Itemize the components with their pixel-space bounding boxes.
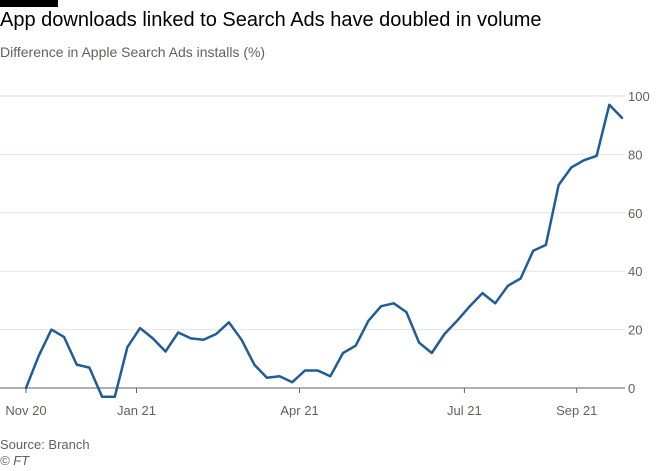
data-point: [317, 369, 319, 371]
data-point: [101, 396, 103, 398]
data-point: [342, 352, 344, 354]
chart-subtitle: Difference in Apple Search Ads installs …: [0, 44, 266, 60]
data-point: [215, 333, 217, 335]
x-tick-label: Nov 20: [5, 403, 46, 418]
data-point: [519, 277, 521, 279]
x-tick-label: Jul 21: [447, 403, 482, 418]
data-point: [418, 342, 420, 344]
data-point: [126, 346, 128, 348]
data-point: [63, 336, 65, 338]
data-point: [25, 387, 27, 389]
data-point: [570, 166, 572, 168]
data-point: [507, 285, 509, 287]
x-tick-label: Sep 21: [556, 403, 597, 418]
data-point: [50, 328, 52, 330]
y-tick-label: 80: [628, 147, 642, 162]
data-point: [431, 352, 433, 354]
data-point: [583, 159, 585, 161]
data-point: [304, 369, 306, 371]
data-point: [443, 333, 445, 335]
data-point: [393, 302, 395, 304]
gridlines: [0, 95, 625, 331]
y-tick-label: 20: [628, 323, 642, 338]
data-point: [228, 321, 230, 323]
line-chart: 0 20 40 60 80 100 Nov 20 Jan 21 Apr 21 Jul 21 Sep…: [0, 89, 650, 418]
y-tick-label: 0: [628, 381, 635, 396]
data-point: [253, 363, 255, 365]
data-point: [595, 155, 597, 157]
data-point: [380, 305, 382, 307]
data-point: [88, 366, 90, 368]
data-point: [114, 396, 116, 398]
data-point: [139, 327, 141, 329]
data-point: [355, 345, 357, 347]
data-point: [266, 377, 268, 379]
data-point: [291, 381, 293, 383]
data-point: [329, 375, 331, 377]
source-note: Source: Branch: [0, 437, 90, 452]
series-line: [24, 103, 624, 399]
data-point: [532, 250, 534, 252]
data-point: [557, 184, 559, 186]
x-tick-label: Jan 21: [117, 403, 156, 418]
data-point: [177, 331, 179, 333]
chart-title: App downloads linked to Search Ads have …: [0, 9, 542, 31]
data-point: [164, 350, 166, 352]
series-lines: [24, 103, 624, 399]
data-point: [469, 305, 471, 307]
y-tick-label: 60: [628, 206, 642, 221]
data-point: [38, 355, 40, 357]
data-point: [152, 337, 154, 339]
data-point: [621, 117, 623, 119]
data-point: [494, 302, 496, 304]
data-point: [190, 337, 192, 339]
data-point: [456, 320, 458, 322]
data-point: [608, 104, 610, 106]
y-axis-tick-labels: 0 20 40 60 80 100: [628, 89, 650, 396]
y-tick-label: 40: [628, 264, 642, 279]
copyright-credit: © FT: [0, 453, 30, 468]
x-axis: Nov 20 Jan 21 Apr 21 Jul 21 Sep 21: [0, 387, 625, 418]
brand-bar: [0, 0, 58, 7]
data-point: [76, 363, 78, 365]
x-tick-label: Apr 21: [280, 403, 318, 418]
y-tick-label: 100: [628, 89, 650, 104]
data-point: [545, 244, 547, 246]
data-point: [481, 292, 483, 294]
data-point: [405, 311, 407, 313]
data-point: [367, 320, 369, 322]
data-point: [202, 339, 204, 341]
data-point: [278, 375, 280, 377]
data-point: [240, 339, 242, 341]
